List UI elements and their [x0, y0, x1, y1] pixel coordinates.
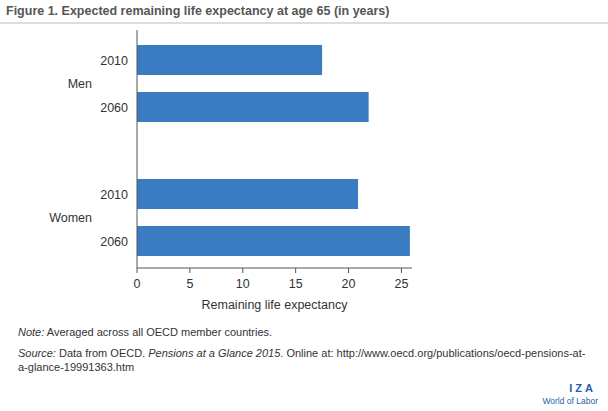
bar: [137, 179, 358, 209]
x-tick: [401, 268, 402, 273]
bars: [137, 45, 410, 256]
category-label: 2060: [100, 235, 128, 249]
x-tick: [348, 268, 349, 273]
group-label: Men: [68, 77, 92, 91]
x-tick-label: 5: [186, 277, 193, 291]
x-tick: [137, 268, 138, 273]
title: Figure 1. Expected remaining life expect…: [6, 4, 389, 18]
source: Source: Data from OECD. Pensions at a Gl…: [18, 346, 593, 374]
x-tick-label: 15: [289, 277, 303, 291]
y-axis: [137, 30, 138, 268]
x-axis: [137, 268, 412, 269]
logo-text: World of Labor: [542, 396, 598, 406]
category-label: 2010: [100, 54, 128, 68]
logo-mark: IZA: [569, 382, 596, 394]
note-text: Note:: [18, 326, 44, 338]
x-tick-label: 25: [394, 277, 408, 291]
source-text: Pensions at a Glance 2015: [148, 347, 280, 359]
bar: [137, 226, 410, 256]
category-label: 2010: [100, 188, 128, 202]
title-rule: [0, 23, 608, 24]
source-text: Data from OECD.: [56, 347, 148, 359]
source-text: Source:: [18, 347, 56, 359]
x-tick-label: 10: [236, 277, 250, 291]
x-axis-label: Remaining life expectancy: [202, 298, 349, 312]
note: Note: Averaged across all OECD member co…: [18, 325, 593, 339]
category-label: 2060: [100, 101, 128, 115]
x-tick: [295, 268, 296, 273]
x-tick: [242, 268, 243, 273]
note-text: Averaged across all OECD member countrie…: [44, 326, 272, 338]
bar: [137, 45, 322, 75]
x-tick: [189, 268, 190, 273]
x-tick-label: 0: [134, 277, 141, 291]
bar: [137, 92, 369, 122]
x-tick-label: 20: [342, 277, 356, 291]
group-label: Women: [49, 211, 92, 225]
